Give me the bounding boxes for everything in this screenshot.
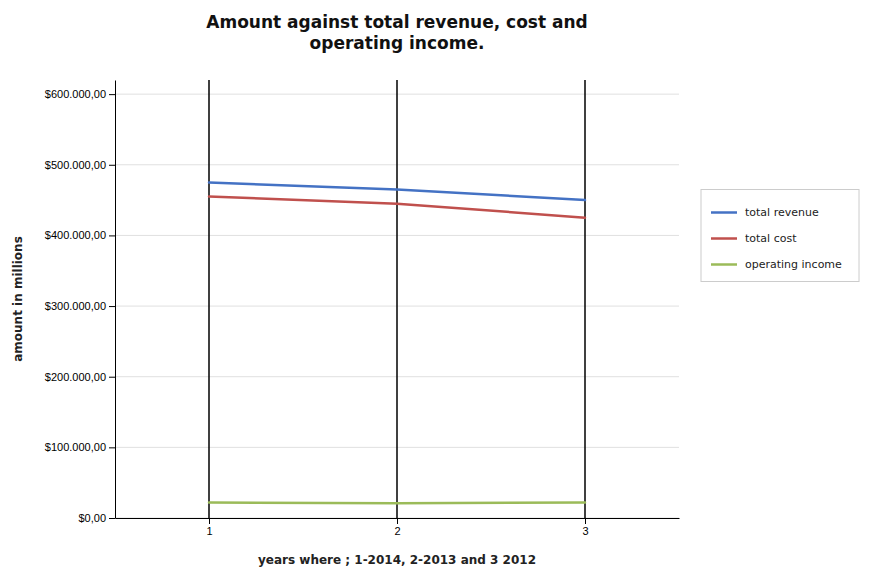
x-point-lines [209, 80, 585, 518]
y-tick: $600.000,00 [45, 88, 115, 100]
y-axis: $0,00 $100.000,00 $200.000,00 $300.000,00 $4… [45, 81, 116, 525]
y-tick-label: $0,00 [78, 512, 106, 524]
x-tick-label: 2 [394, 525, 400, 537]
legend-swatch [711, 263, 737, 266]
x-tick-label: 1 [206, 525, 212, 537]
x-tick-mark [585, 518, 586, 524]
y-tick: $100.000,00 [45, 441, 115, 453]
legend-item: total revenue [711, 206, 819, 219]
y-axis-line [115, 81, 116, 519]
y-tick-mark [109, 447, 115, 448]
y-tick-mark [109, 165, 115, 166]
legend-box [701, 190, 859, 282]
x-point-line [208, 80, 210, 518]
y-tick-mark [109, 94, 115, 95]
series-group [209, 80, 585, 518]
x-tick-mark [209, 518, 210, 524]
y-tick: $400.000,00 [45, 229, 115, 241]
x-tick: 2 [394, 518, 400, 537]
y-tick-mark [109, 306, 115, 307]
legend-swatch [711, 211, 737, 214]
y-tick-label: $300.000,00 [45, 300, 106, 312]
y-tick-label: $100.000,00 [45, 441, 106, 453]
x-point-line [396, 80, 398, 518]
series-line [209, 501, 585, 504]
y-tick: $500.000,00 [45, 159, 115, 171]
y-axis-title: amount in millions [11, 236, 25, 362]
y-tick-label: $500.000,00 [45, 159, 106, 171]
x-tick-label: 3 [582, 525, 588, 537]
chart-svg: 1 2 3 $0,00 $100.000,00 $200.000,00 $300.000,0… [0, 0, 869, 580]
y-tick-label: $400.000,00 [45, 229, 106, 241]
background [0, 0, 869, 580]
x-tick: 3 [582, 518, 588, 537]
x-point-line [584, 80, 586, 518]
legend-swatch [711, 237, 737, 240]
legend-label: total cost [745, 232, 797, 245]
legend-label: total revenue [745, 206, 819, 219]
y-tick-mark [109, 518, 115, 519]
plot-area: 1 2 3 $0,00 $100.000,00 $200.000,00 $300.000,0… [45, 80, 680, 537]
y-tick: $200.000,00 [45, 371, 115, 383]
legend-item: operating income [711, 258, 842, 271]
x-axis: 1 2 3 [116, 518, 680, 537]
y-tick: $0,00 [78, 512, 115, 524]
y-tick: $300.000,00 [45, 300, 115, 312]
series-line [209, 197, 585, 218]
x-tick: 1 [206, 518, 212, 537]
x-axis-title: years where ; 1-2014, 2-2013 and 3 2012 [258, 553, 536, 567]
legend-item: total cost [711, 232, 797, 245]
legend-label: operating income [745, 258, 842, 271]
chart-title: Amount against total revenue, cost andop… [206, 12, 587, 53]
y-tick-mark [109, 235, 115, 236]
y-tick-label: $600.000,00 [45, 88, 106, 100]
x-tick-mark [397, 518, 398, 524]
y-tick-mark [109, 377, 115, 378]
legend: total revenue total cost operating income [701, 190, 859, 282]
y-tick-label: $200.000,00 [45, 371, 106, 383]
